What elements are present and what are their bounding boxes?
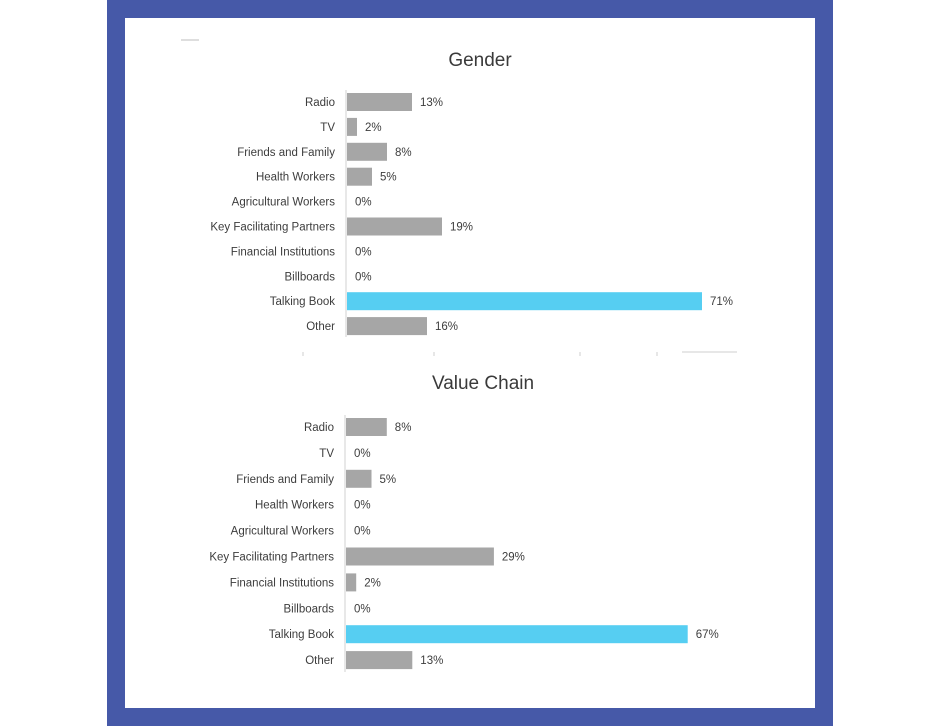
category-label-radio: Radio (305, 97, 335, 109)
value-label-other: 13% (420, 655, 443, 667)
value-label-tv: 0% (354, 448, 371, 460)
value-label-billboards: 0% (355, 271, 372, 283)
category-label-agricultural-workers: Agricultural Workers (232, 197, 336, 209)
category-label-key-facilitating-partners: Key Facilitating Partners (210, 222, 335, 234)
value-label-agricultural-workers: 0% (354, 526, 371, 538)
value-label-health-workers: 5% (380, 172, 397, 184)
value-label-friends-and-family: 8% (395, 147, 412, 159)
value-label-key-facilitating-partners: 19% (450, 222, 473, 234)
bar-tv (347, 117, 357, 136)
category-label-billboards: Billboards (284, 603, 335, 615)
value-label-tv: 2% (365, 122, 382, 134)
bar-friends-and-family (347, 142, 387, 161)
category-label-other: Other (305, 655, 334, 667)
category-label-health-workers: Health Workers (255, 500, 334, 512)
axis-tick-remnants (302, 351, 737, 356)
category-label-key-facilitating-partners: Key Facilitating Partners (209, 552, 334, 564)
chart-panel (125, 18, 815, 708)
category-label-talking-book: Talking Book (270, 296, 335, 308)
bar-radio (346, 418, 387, 436)
value-label-agricultural-workers: 0% (355, 197, 372, 209)
bar-radio (347, 93, 412, 111)
bar-other (347, 317, 427, 336)
value-chain-chart: Value Chain Radio 8% TV 0% Friends and Family… (209, 373, 719, 672)
value-label-talking-book: 71% (710, 296, 733, 308)
chart-title: Gender (448, 50, 512, 71)
value-label-other: 16% (435, 321, 458, 333)
category-label-health-workers: Health Workers (256, 172, 335, 184)
bar-financial-institutions (346, 573, 357, 592)
bar-other (346, 651, 413, 670)
category-label-financial-institutions: Financial Institutions (231, 246, 335, 258)
chart-title: Value Chain (432, 373, 534, 394)
category-label-agricultural-workers: Agricultural Workers (231, 526, 335, 538)
value-label-billboards: 0% (354, 603, 371, 615)
bar-key-facilitating-partners (346, 547, 494, 566)
bar-friends-and-family (346, 469, 372, 488)
category-label-radio: Radio (304, 422, 334, 434)
bar-health-workers (347, 167, 372, 186)
value-label-key-facilitating-partners: 29% (502, 552, 525, 564)
category-label-other: Other (306, 321, 335, 333)
category-label-friends-and-family: Friends and Family (237, 147, 335, 159)
category-label-tv: TV (319, 448, 334, 460)
category-label-talking-book: Talking Book (269, 629, 334, 641)
bar-talking-book (346, 625, 688, 644)
gender-chart: Gender Radio 13% TV 2% Friends and Family 8% He… (210, 50, 733, 337)
value-label-health-workers: 0% (354, 500, 371, 512)
bar-talking-book (347, 292, 702, 311)
bar-key-facilitating-partners (347, 217, 442, 236)
value-label-talking-book: 67% (696, 629, 719, 641)
category-label-billboards: Billboards (285, 271, 336, 283)
value-label-radio: 13% (420, 97, 443, 109)
value-label-friends-and-family: 5% (380, 474, 397, 486)
category-label-tv: TV (320, 122, 335, 134)
value-label-financial-institutions: 0% (355, 246, 372, 258)
value-label-financial-institutions: 2% (364, 577, 381, 589)
value-label-radio: 8% (395, 422, 412, 434)
category-label-friends-and-family: Friends and Family (236, 474, 334, 486)
category-label-financial-institutions: Financial Institutions (230, 577, 334, 589)
